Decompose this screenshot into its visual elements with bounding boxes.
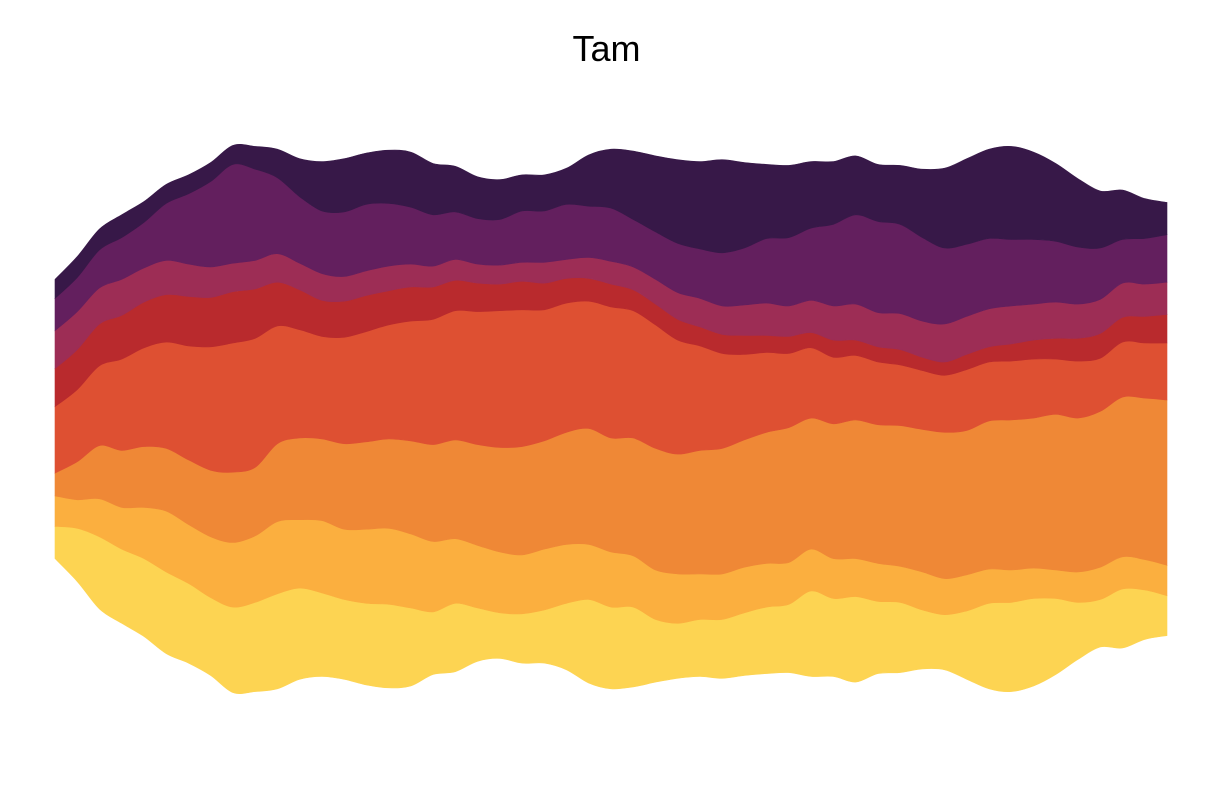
stream-layers	[54, 144, 1168, 694]
chart-title: Tam	[572, 28, 641, 69]
stream-layer-8	[54, 144, 1168, 300]
